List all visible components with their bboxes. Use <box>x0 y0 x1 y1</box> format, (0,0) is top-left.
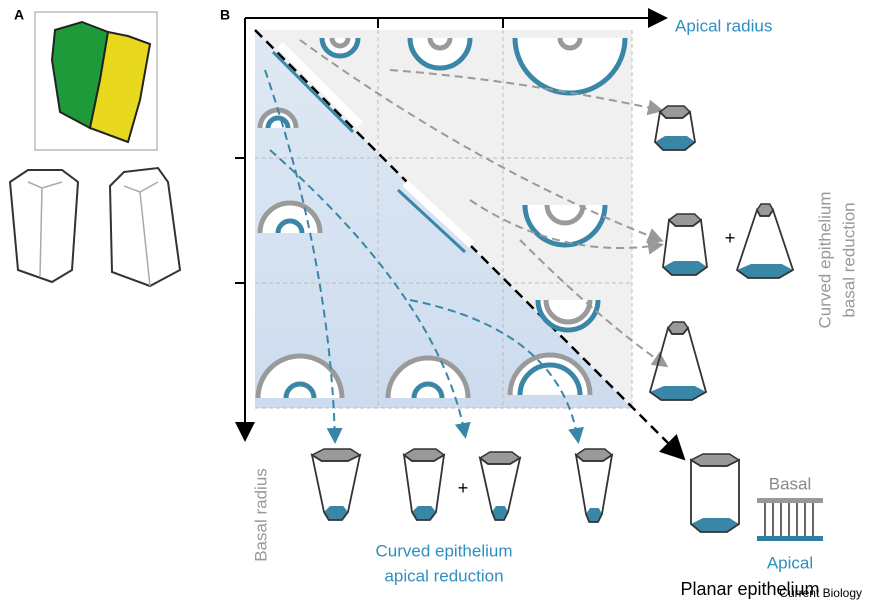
figure: A B Apical radius Basal radius Curved ep… <box>0 0 870 604</box>
basal-surface <box>757 498 823 503</box>
panel-label: B <box>220 7 230 23</box>
basal-label: Basal <box>769 474 812 493</box>
y-axis-label: Basal radius <box>251 468 270 562</box>
basal-reduction-label: basal reduction <box>839 202 858 317</box>
panel-label: A <box>14 7 24 23</box>
apical-surface <box>757 536 823 541</box>
apical-reduction-label: Curved epithelium <box>375 541 512 560</box>
apical-label: Apical <box>767 553 813 572</box>
basal-reduction-label: Curved epithelium <box>815 191 834 328</box>
wire-inner <box>28 182 62 276</box>
planar-cells <box>765 503 813 536</box>
plus: + <box>458 478 469 498</box>
apical-reduction-label: apical reduction <box>384 566 503 585</box>
wire-inner <box>124 182 158 286</box>
wire-cell <box>110 168 180 286</box>
x-axis-label: Apical radius <box>675 16 772 35</box>
plus: + <box>725 228 736 248</box>
credit: Current Biology <box>779 586 862 600</box>
